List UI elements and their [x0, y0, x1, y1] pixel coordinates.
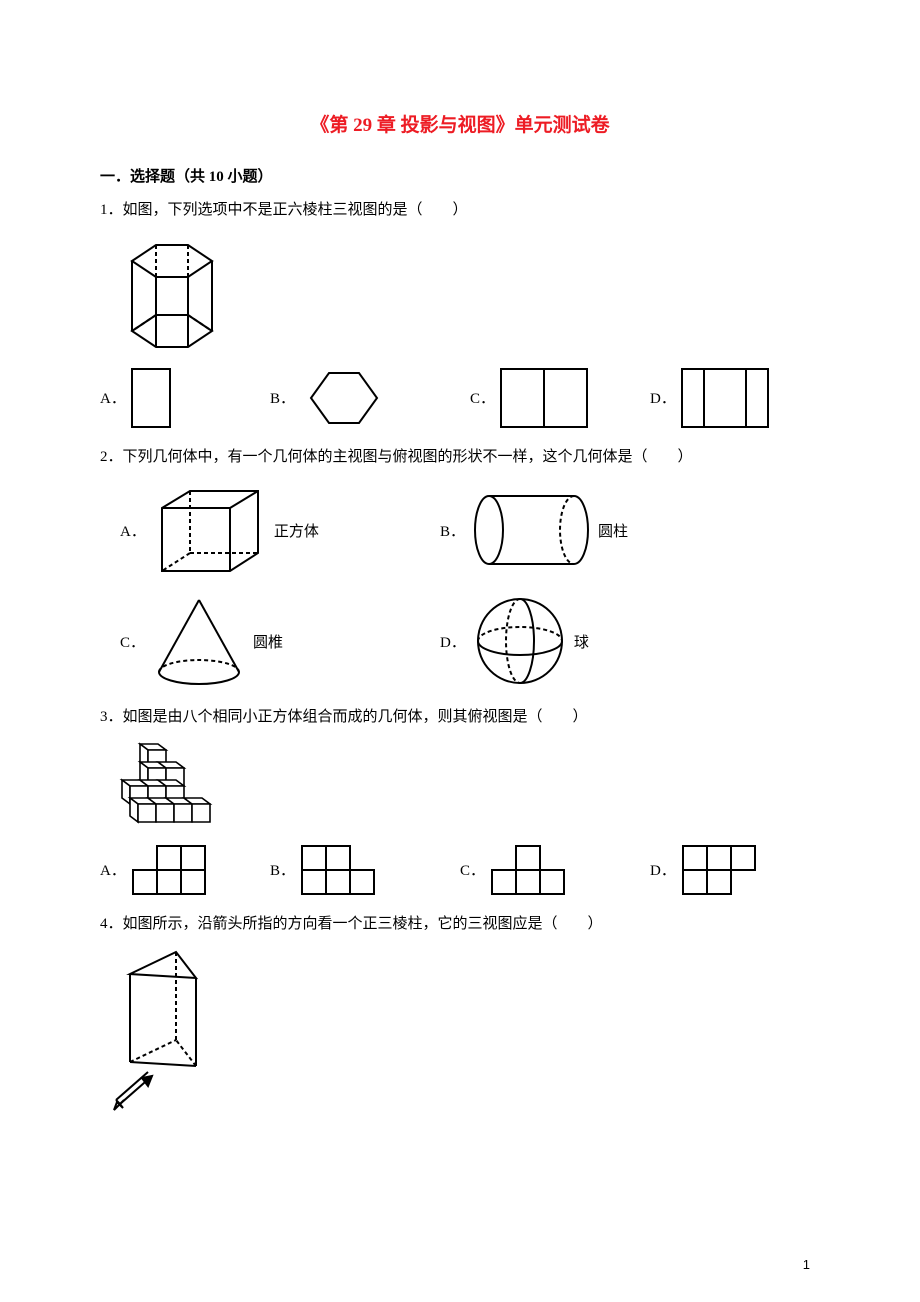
opt-label: C． [120, 631, 145, 652]
opt-label: C． [470, 387, 495, 408]
q3-text: 3．如图是由八个相同小正方体组合而成的几何体，则其俯视图是（ ） [100, 703, 820, 732]
opt-label: D． [650, 859, 676, 880]
opt-label: B． [270, 859, 295, 880]
cone-icon [149, 594, 249, 689]
opt-after: 圆椎 [253, 631, 283, 652]
hexagon-icon [299, 367, 389, 429]
q3-opt-b: B． [270, 844, 460, 896]
opt-after: 圆柱 [598, 520, 628, 541]
opt-label: A． [100, 387, 126, 408]
q2-opt-d: D． 球 [440, 594, 760, 689]
cube-stack-icon [112, 738, 222, 838]
opt-label: C． [460, 859, 485, 880]
q2-text: 2．下列几何体中，有一个几何体的主视图与俯视图的形状不一样，这个几何体是（ ） [100, 443, 820, 472]
opt-after: 球 [574, 631, 589, 652]
q4-text: 4．如图所示，沿箭头所指的方向看一个正三棱柱，它的三视图应是（ ） [100, 910, 820, 939]
q3-opt-a: A． [100, 844, 270, 896]
rect-icon [130, 367, 172, 429]
opt-label: B． [440, 520, 465, 541]
q2-options: A． 正方体 B． 圆柱 [120, 483, 820, 689]
cylinder-icon [469, 488, 594, 573]
page-number: 1 [803, 1257, 810, 1272]
q1-opt-b: B． [270, 367, 470, 429]
title-text: 《第 29 章 投影与视图》单元测试卷 [310, 115, 609, 136]
q2-opt-b: B． 圆柱 [440, 483, 760, 578]
opt-label: D． [650, 387, 676, 408]
q1-options: A． B． C． D． [100, 367, 820, 429]
q3-opt-c: C． [460, 844, 650, 896]
q1-opt-d: D． [650, 367, 770, 429]
sphere-icon [470, 594, 570, 689]
page-title: 《第 29 章 投影与视图》单元测试卷 [100, 110, 820, 137]
q3-figure [112, 738, 820, 838]
section-header: 一．选择题（共 10 小题） [100, 165, 820, 186]
three-rect-icon [680, 367, 770, 429]
grid-shape-icon [489, 844, 567, 896]
q2-opt-a: A． 正方体 [120, 483, 440, 578]
grid-shape-icon [680, 844, 758, 896]
opt-label: D． [440, 631, 466, 652]
two-rect-icon [499, 367, 589, 429]
q1-figure [112, 231, 820, 361]
q1-text: 1．如图，下列选项中不是正六棱柱三视图的是（ ） [100, 196, 820, 225]
q3-options: A． B． C． D． [100, 844, 820, 896]
q3-opt-d: D． [650, 844, 758, 896]
grid-shape-icon [130, 844, 208, 896]
opt-label: A． [120, 520, 146, 541]
cube-icon [150, 483, 270, 578]
tri-prism-icon [112, 944, 212, 1114]
q4-figure [112, 944, 820, 1114]
q1-opt-c: C． [470, 367, 650, 429]
grid-shape-icon [299, 844, 377, 896]
opt-after: 正方体 [274, 520, 319, 541]
opt-label: A． [100, 859, 126, 880]
hex-prism-icon [112, 231, 222, 361]
q1-opt-a: A． [100, 367, 270, 429]
q2-opt-c: C． 圆椎 [120, 594, 440, 689]
opt-label: B． [270, 387, 295, 408]
